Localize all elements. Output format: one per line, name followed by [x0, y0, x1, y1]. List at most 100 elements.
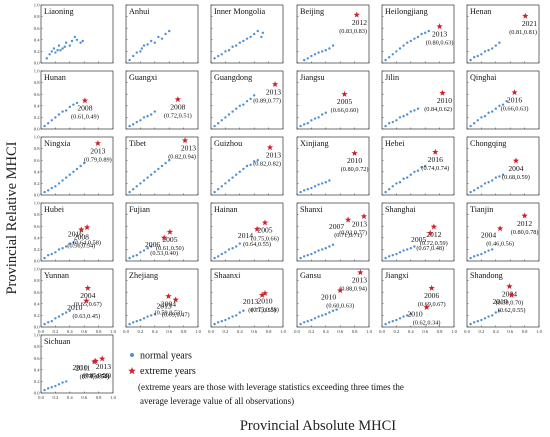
extreme-coordinate-label: (0.56,0.54) [67, 243, 95, 250]
extreme-coordinate-label: (0.80,0.63) [426, 39, 454, 46]
extreme-point-2008 [78, 226, 85, 233]
normal-point [491, 179, 494, 182]
x-tick-label: 0.2 [138, 329, 144, 334]
x-tick-label: 0.6 [81, 329, 87, 334]
normal-point [391, 320, 394, 323]
extreme-year-label: 2012 [426, 230, 441, 239]
normal-point [491, 314, 494, 317]
normal-point [310, 54, 313, 58]
extreme-year-label: 2013 [352, 275, 367, 284]
normal-point [57, 383, 61, 386]
x-tick-label: 0.6 [507, 329, 513, 334]
normal-point [52, 47, 56, 50]
extreme-year-label: 2010 [73, 363, 88, 372]
extreme-year-label: 2010 [347, 156, 362, 165]
normal-point [303, 189, 306, 192]
normal-point [335, 308, 338, 311]
normal-point [413, 37, 416, 40]
y-tick-label: 0.6 [34, 92, 40, 97]
y-tick-label: 0.4 [34, 235, 40, 240]
extreme-year-label: 2010 [492, 297, 507, 306]
extreme-point-2010 [337, 287, 344, 294]
normal-point [391, 254, 394, 257]
extreme-coordinate-label: (0.89,0.77) [253, 97, 281, 104]
extreme-year-label: 2004 [502, 289, 517, 298]
normal-point [65, 41, 68, 44]
normal-point [224, 50, 227, 53]
normal-point [501, 173, 505, 176]
normal-point [153, 170, 156, 173]
normal-point [43, 124, 46, 128]
normal-point [57, 315, 61, 318]
extreme-coordinate-label: (0.80,0.72) [341, 166, 369, 173]
normal-point [153, 41, 156, 44]
normal-point [128, 322, 131, 326]
panel-beijing: Beijing 2012(0.83,0.83) [296, 4, 370, 64]
normal-point [242, 39, 245, 43]
extreme-coordinate-label: (0.83,0.83) [339, 28, 367, 35]
normal-point [494, 107, 497, 110]
extreme-point-2013 [266, 144, 274, 151]
x-tick-label: 1.0 [195, 329, 201, 334]
normal-point [50, 252, 53, 256]
extreme-year-label: 2013 [90, 146, 105, 155]
x-tick-label: 0.0 [38, 395, 44, 400]
normal-point [135, 254, 138, 257]
extreme-point-2004 [84, 284, 91, 291]
normal-point [132, 255, 135, 258]
x-tick-label: 0.0 [208, 329, 214, 334]
normal-point [310, 318, 313, 322]
extreme-point-2010 [423, 303, 430, 310]
normal-point [217, 54, 220, 58]
normal-point [501, 103, 505, 106]
y-tick-label: 0.6 [34, 26, 40, 31]
normal-point [491, 248, 494, 251]
normal-point [142, 44, 146, 47]
panel-frame [466, 4, 540, 64]
panel-hubei: 0.0 0.2 0.4 0.6 0.8 1.0 Hubei 2008(0.56,0.54) 20… [34, 201, 114, 264]
normal-point [135, 51, 138, 54]
extreme-coordinate-label: (0.80,0.78) [511, 229, 539, 236]
extreme-coordinate-label: (0.67,0.48) [416, 245, 444, 252]
panel-anhui: Anhui [125, 4, 199, 64]
normal-point [47, 321, 50, 324]
normal-point [213, 190, 216, 194]
normal-point [498, 41, 501, 44]
panel-title: Xinjiang [300, 139, 329, 148]
normal-point [384, 256, 387, 260]
y-tick-label: 0.8 [34, 80, 40, 85]
normal-point [140, 47, 144, 50]
x-tick-label: 1.0 [280, 329, 286, 334]
x-axis-title: Provincial Absolute MHCI [240, 418, 396, 434]
extreme-coordinate-label: (0.74,0.74) [421, 165, 449, 172]
normal-point [224, 182, 227, 185]
extreme-coordinate-label: (0.85,0.59) [83, 372, 111, 379]
normal-point [54, 116, 57, 119]
panel-frame [125, 268, 199, 328]
normal-point [50, 50, 53, 53]
legend-extreme-label: extreme years [140, 366, 196, 377]
extreme-coordinate-label: (0.65,0.67) [74, 301, 102, 308]
normal-point [43, 322, 46, 326]
normal-point [331, 309, 335, 312]
legend-normal-marker [130, 353, 134, 357]
x-tick-label: 0.2 [53, 329, 59, 334]
extreme-year-label: 2008 [74, 233, 89, 242]
extreme-coordinate-label: (0.82,0.82) [253, 160, 281, 167]
extreme-coordinate-label: (0.71,0.55) [248, 307, 276, 314]
y-tick-label: 0.4 [34, 301, 40, 306]
normal-point [150, 314, 153, 317]
x-tick-label: 0.6 [337, 329, 343, 334]
normal-point [406, 314, 409, 317]
extreme-point-2007 [344, 216, 352, 223]
extreme-year-label: 2005 [411, 235, 426, 244]
normal-point [245, 37, 249, 40]
normal-point [256, 159, 259, 162]
panel-frame [296, 136, 370, 196]
normal-point [164, 32, 167, 36]
normal-point [498, 175, 501, 178]
extreme-coordinate-label: (0.75,0.66) [251, 236, 279, 243]
extreme-coordinate-label: (0.59,0.53) [155, 309, 183, 316]
normal-point [50, 320, 53, 323]
normal-point [487, 111, 490, 114]
